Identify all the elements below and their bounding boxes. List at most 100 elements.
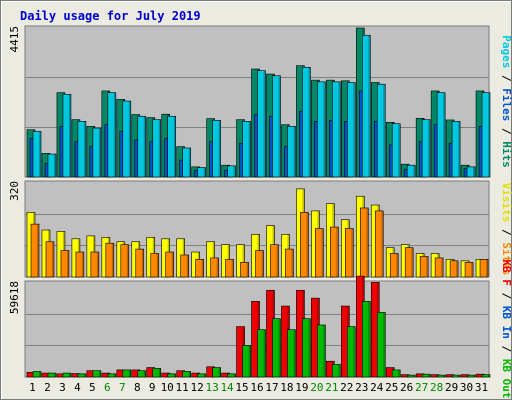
bar-kb-out-day-14 <box>227 373 236 378</box>
bar-shade <box>111 243 114 277</box>
bar-shade <box>336 227 339 277</box>
panel-legend-label: Pages / Files / Hits <box>500 35 512 168</box>
bar-shade <box>39 371 41 377</box>
bar-sites-day-2 <box>45 241 55 278</box>
bar-shade <box>458 375 461 377</box>
bar-sites-day-1 <box>30 223 40 278</box>
bar-pages-day-21 <box>332 81 341 178</box>
bar-shade <box>203 167 206 177</box>
bar-kb-out-day-21 <box>332 364 341 378</box>
bar-pages-day-24 <box>376 83 386 178</box>
bar-kb-out-day-19 <box>302 318 311 378</box>
bar-sites-day-12 <box>195 259 204 278</box>
bar-shade <box>396 253 399 277</box>
day-label: 17 <box>265 381 278 394</box>
bar-shade <box>441 257 444 277</box>
day-label: 18 <box>280 381 293 394</box>
bar-kb-out-day-23 <box>361 301 371 378</box>
bar-sites-day-16 <box>255 250 264 278</box>
bar-kb-out-day-16 <box>257 329 266 378</box>
legend-part: KB In <box>500 306 512 339</box>
bar-kb-out-day-18 <box>287 329 296 378</box>
bar-sites-day-3 <box>60 250 70 278</box>
bar-shade <box>471 262 474 277</box>
bar-pages-day-26 <box>406 164 416 178</box>
bar-shade <box>188 147 191 177</box>
day-label: 9 <box>149 381 156 394</box>
bar-shade <box>231 259 234 277</box>
bar-sites-day-9 <box>150 253 160 278</box>
day-label: 16 <box>250 381 263 394</box>
day-label: 12 <box>191 381 204 394</box>
bar-shade <box>186 254 189 277</box>
bar-sites-day-24 <box>374 210 384 278</box>
bar-kb-out-day-2 <box>47 372 57 378</box>
bar-sites-day-20 <box>315 228 324 278</box>
bar-kb-out-day-11 <box>182 371 191 378</box>
bar-pages-day-14 <box>227 165 236 178</box>
bar-shade <box>293 329 296 377</box>
bar-shade <box>98 128 101 177</box>
bar-shade <box>413 375 416 377</box>
day-label: 10 <box>161 381 174 394</box>
bar-shade <box>51 241 54 277</box>
legend-part: / <box>500 286 512 306</box>
bar-sites-day-26 <box>404 247 414 278</box>
day-label: 21 <box>325 381 338 394</box>
bar-sites-day-14 <box>225 259 234 278</box>
bar-shade <box>276 244 279 277</box>
day-label: 29 <box>445 381 458 394</box>
legend-part: KB F <box>500 259 512 286</box>
bar-kb-out-day-7 <box>122 369 132 378</box>
bar-shade <box>83 121 86 177</box>
bar-pages-day-23 <box>361 34 371 178</box>
bar-pages-day-29 <box>451 121 461 178</box>
bar-shade <box>458 121 461 177</box>
bar-shade <box>308 318 311 377</box>
bar-pages-day-30 <box>466 166 476 178</box>
bar-kb-out-day-28 <box>436 374 446 378</box>
bar-pages-day-11 <box>182 147 191 178</box>
bar-sites-day-11 <box>180 254 189 278</box>
bar-pages-day-9 <box>152 119 162 178</box>
bar-shade <box>96 252 99 277</box>
day-label: 1 <box>29 381 36 394</box>
bar-pages-day-18 <box>287 126 296 178</box>
bar-shade <box>261 250 264 277</box>
bar-shade <box>323 324 326 377</box>
day-label: 2 <box>44 381 51 394</box>
panel-max-label: 59618 <box>8 281 21 314</box>
bar-shade <box>188 371 191 377</box>
bar-shade <box>173 373 176 377</box>
bar-shade <box>383 312 386 377</box>
bar-shade <box>351 228 354 277</box>
bar-sites-day-7 <box>120 244 130 278</box>
bar-shade <box>443 92 446 177</box>
bar-sites-day-18 <box>285 248 294 278</box>
panel-max-label: 320 <box>8 181 21 201</box>
day-label: 19 <box>295 381 308 394</box>
bar-shade <box>263 70 266 177</box>
bar-pages-day-25 <box>391 123 401 178</box>
bar-pages-day-19 <box>302 67 311 178</box>
bar-sites-day-13 <box>210 257 219 278</box>
bar-shade <box>233 165 236 177</box>
bar-kb-out-day-31 <box>481 374 491 378</box>
bar-shade <box>428 374 431 377</box>
bar-shade <box>278 75 281 177</box>
day-label: 14 <box>220 381 234 394</box>
legend-part: / <box>500 68 512 88</box>
bar-pages-day-13 <box>212 120 221 178</box>
bar-shade <box>171 252 174 277</box>
bar-pages-day-28 <box>436 92 446 178</box>
legend-part: Files <box>500 88 512 121</box>
bar-kb-out-day-10 <box>167 373 177 378</box>
day-label: 3 <box>59 381 66 394</box>
legend-part: Hits <box>500 141 512 168</box>
bar-shade <box>291 249 294 277</box>
bar-shade <box>203 373 206 377</box>
bar-shade <box>473 166 476 177</box>
bar-kb-out-day-27 <box>421 373 431 378</box>
day-label: 23 <box>355 381 368 394</box>
bar-shade <box>366 207 369 277</box>
